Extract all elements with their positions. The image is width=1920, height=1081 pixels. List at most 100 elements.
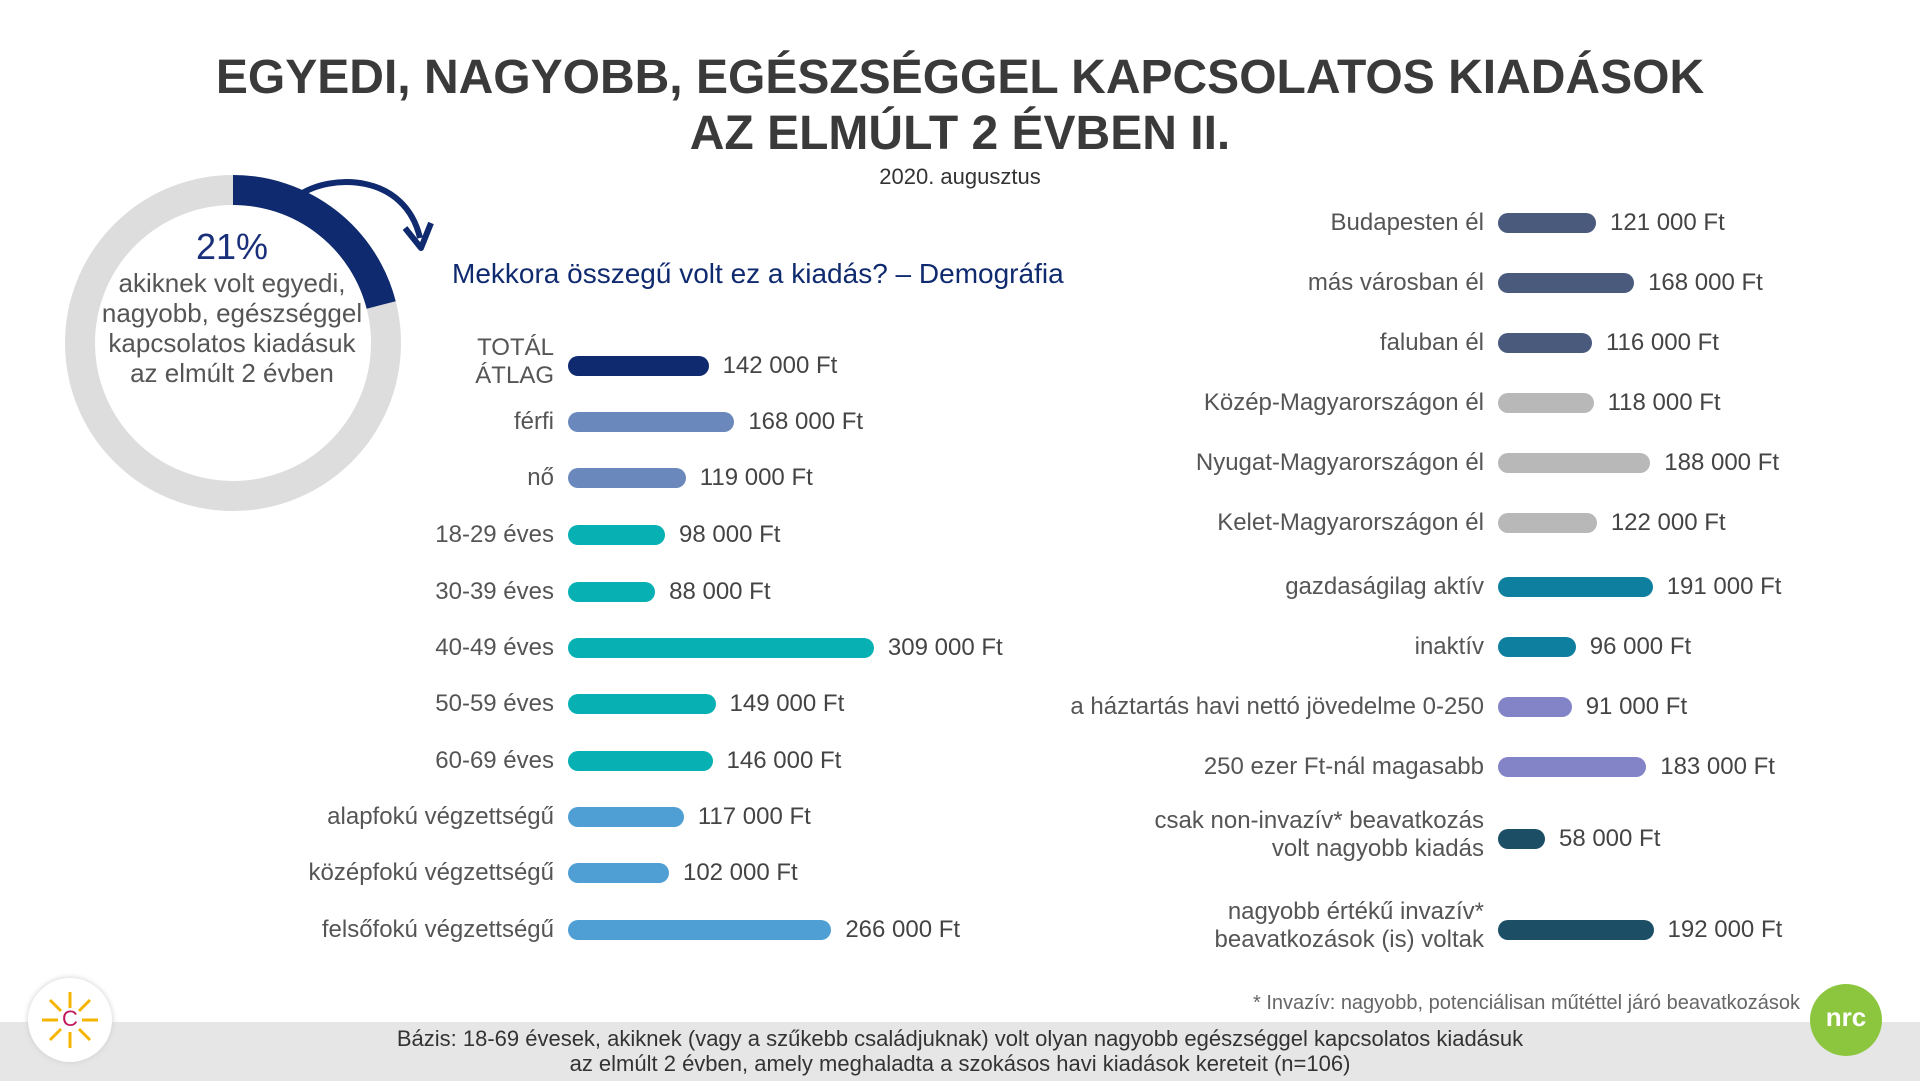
value-label: 191 000 Ft [1666, 573, 1782, 600]
category-label: Kelet-Magyarországon él [1014, 509, 1484, 537]
value-label: 192 000 Ft [1667, 916, 1783, 943]
category-label-line: más városban él [1307, 269, 1484, 296]
category-label-line: volt nagyobb kiadás [1271, 835, 1484, 862]
category-label-line: felsőfokú végzettségű [321, 916, 554, 943]
bar [1498, 920, 1654, 940]
category-label: 60-69 éves [254, 747, 554, 775]
category-label-line: a háztartás havi nettó jövedelme 0-250 [1070, 693, 1484, 720]
bar [568, 638, 874, 658]
category-label: csak non-invazív* beavatkozás volt nagyob… [1014, 807, 1484, 863]
basis-text: Bázis: 18-69 évesek, akiknek (vagy a szű… [0, 1026, 1920, 1076]
category-label: 18-29 éves [254, 521, 554, 549]
bar [568, 468, 686, 488]
category-label-line: 30-39 éves [435, 578, 554, 605]
bar [1498, 453, 1651, 473]
bar [1498, 757, 1647, 777]
value-label: 122 000 Ft [1610, 509, 1726, 536]
bar [568, 356, 709, 376]
category-label: középfokú végzettségű [254, 859, 555, 887]
value-label: 58 000 Ft [1558, 825, 1661, 852]
value-label: 183 000 Ft [1660, 753, 1775, 780]
bar [568, 525, 666, 545]
category-label-line: alapfokú végzettségű [327, 803, 554, 830]
category-label-line: 250 ezer Ft-nál magasabb [1203, 753, 1484, 780]
bar [568, 920, 832, 940]
bar [1498, 829, 1545, 849]
category-label-line: Budapesten él [1330, 209, 1484, 236]
value-label: 168 000 Ft [748, 408, 864, 435]
value-label: 121 000 Ft [1610, 209, 1725, 236]
bar [1498, 637, 1576, 657]
bar [568, 863, 669, 883]
value-label: 188 000 Ft [1664, 449, 1780, 476]
ring-description: akiknek volt egyedi, nagyobb, egészségge… [101, 268, 363, 388]
category-label: gazdaságilag aktív [1014, 573, 1484, 601]
survey-date: 2020. augusztus [879, 164, 1041, 189]
value-label: 149 000 Ft [729, 690, 845, 717]
bar [568, 412, 735, 432]
nrc-logo-text: nrc [1825, 1002, 1867, 1032]
left-logo-letter: C [62, 1006, 78, 1031]
basis-band [0, 1022, 1920, 1081]
category-label-line: Közép-Magyarországon él [1203, 389, 1484, 416]
bar [1498, 213, 1596, 233]
bar [1498, 577, 1653, 597]
category-label-line: Nyugat-Magyarországon él [1195, 449, 1484, 476]
category-label: inaktív [1014, 633, 1484, 661]
sun-icon [42, 992, 98, 1048]
category-label: 250 ezer Ft-nál magasabb [1014, 753, 1484, 781]
bar [568, 751, 713, 771]
category-label-line: faluban él [1379, 329, 1484, 356]
value-label: 91 000 Ft [1585, 693, 1688, 720]
value-label: 119 000 Ft [699, 464, 813, 491]
category-label: nagyobb értékű invazív* beavatkozások (is… [1014, 898, 1484, 954]
category-label-line: 60-69 éves [435, 747, 554, 774]
category-label: nő [254, 464, 554, 492]
category-label-line: nő [527, 464, 554, 491]
category-label-line: 50-59 éves [435, 690, 554, 717]
ring-arc [232, 175, 396, 310]
question-title: Mekkora összegű volt ez a kiadás? – Demo… [452, 258, 1064, 289]
basis-line-2: az elmúlt 2 évben, amely meghaladta a sz… [569, 1051, 1351, 1076]
value-label: 102 000 Ft [682, 859, 798, 886]
category-label-line: középfokú végzettségű [308, 859, 555, 886]
ring-percent: 21% [195, 226, 269, 267]
value-label: 168 000 Ft [1648, 269, 1763, 296]
category-label-line: TOTÁL [477, 334, 554, 361]
category-label: Közép-Magyarországon él [1014, 389, 1484, 417]
category-label-line: 40-49 éves [435, 634, 554, 661]
category-label-line: csak non-invazív* beavatkozás [1154, 807, 1484, 834]
category-label-line: ÁTLAG [475, 362, 554, 389]
footnote: * Invazív: nagyobb, potenciálisan műtétt… [1253, 992, 1800, 1014]
value-label: 88 000 Ft [669, 578, 771, 605]
category-label-line: beavatkozások (is) voltak [1214, 926, 1484, 953]
category-label: Budapesten él [1014, 209, 1484, 237]
category-label: férfi [254, 408, 554, 436]
bar [568, 807, 684, 827]
basis-line-1: Bázis: 18-69 évesek, akiknek (vagy a szű… [396, 1026, 1524, 1051]
category-label: TOTÁL ÁTLAG [254, 334, 554, 390]
left-logo: C [28, 978, 112, 1062]
category-label: 30-39 éves [254, 578, 554, 606]
category-label-line: inaktív [1414, 633, 1484, 660]
value-label: 96 000 Ft [1589, 633, 1692, 660]
value-label: 142 000 Ft [722, 352, 838, 379]
bar [1498, 393, 1594, 413]
category-label: 40-49 éves [254, 634, 554, 662]
category-label: faluban él [1014, 329, 1484, 357]
category-label: 50-59 éves [254, 690, 554, 718]
title-line-2: AZ ELMÚLT 2 ÉVBEN II. [689, 107, 1231, 160]
category-label: felsőfokú végzettségű [254, 916, 554, 944]
value-label: 118 000 Ft [1607, 389, 1721, 416]
percent-ring [65, 175, 401, 511]
bar [568, 582, 656, 602]
category-label-line: gazdaságilag aktív [1285, 573, 1484, 600]
bar [1498, 513, 1597, 533]
value-label: 116 000 Ft [1605, 329, 1719, 356]
category-label-line: 18-29 éves [435, 521, 554, 548]
value-label: 266 000 Ft [845, 916, 961, 943]
bar [1498, 273, 1635, 293]
category-label-line: férfi [513, 408, 554, 435]
bar [1498, 333, 1592, 353]
category-label: alapfokú végzettségű [254, 803, 554, 831]
